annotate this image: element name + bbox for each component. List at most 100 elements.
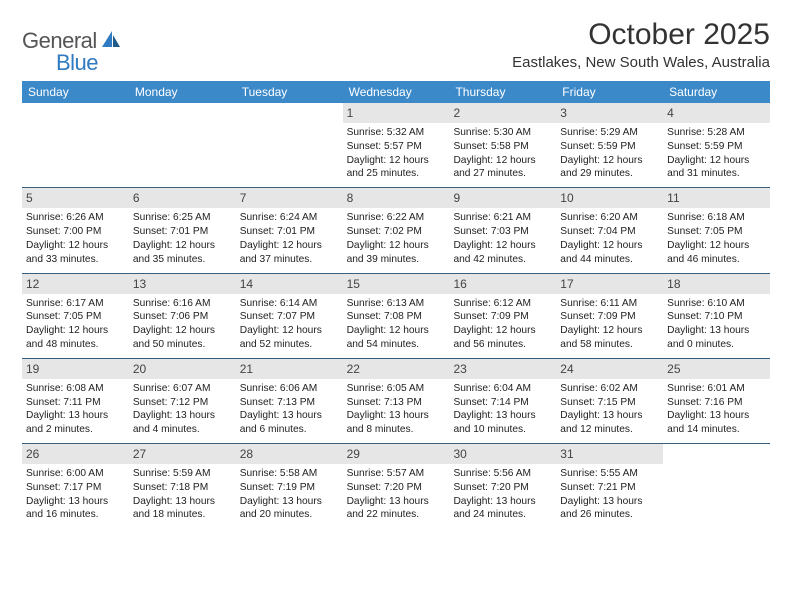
day-cell: 17 Sunrise: 6:11 AMSunset: 7:09 PMDayligh…	[556, 274, 663, 358]
day-cell: 9Sunrise: 6:21 AMSunset: 7:03 PMDaylight…	[449, 188, 556, 272]
day-number: 5	[22, 188, 129, 208]
day-info: Sunrise: 5:58 AMSunset: 7:19 PMDaylight:…	[240, 467, 339, 522]
day-cell: 6 Sunrise: 6:25 AMSunset: 7:01 PMDaylight…	[129, 188, 236, 272]
day-cell: 3 Sunrise: 5:29 AMSunset: 5:59 PMDaylight…	[556, 103, 663, 187]
brand-logo: General	[22, 18, 124, 54]
day-info: Sunrise: 6:11 AMSunset: 7:09 PMDaylight:…	[560, 297, 659, 352]
day-number: 19	[22, 359, 129, 379]
month-title: October 2025	[512, 18, 770, 52]
day-number: 16	[449, 274, 556, 294]
day-cell: 16 Sunrise: 6:12 AMSunset: 7:09 PMDayligh…	[449, 274, 556, 358]
day-cell: 14Sunrise: 6:14 AMSunset: 7:07 PMDayligh…	[236, 274, 343, 358]
day-number: 20	[129, 359, 236, 379]
day-number: 1	[343, 103, 450, 123]
day-info: Sunrise: 6:10 AMSunset: 7:10 PMDaylight:…	[667, 297, 766, 352]
day-info: Sunrise: 6:25 AMSunset: 7:01 PMDaylight:…	[133, 211, 232, 266]
day-cell: 30Sunrise: 5:56 AMSunset: 7:20 PMDayligh…	[449, 444, 556, 528]
day-info: Sunrise: 5:57 AMSunset: 7:20 PMDaylight:…	[347, 467, 446, 522]
day-info: Sunrise: 6:02 AMSunset: 7:15 PMDaylight:…	[560, 382, 659, 437]
day-cell: 26 Sunrise: 6:00 AMSunset: 7:17 PMDayligh…	[22, 444, 129, 528]
day-info: Sunrise: 6:24 AMSunset: 7:01 PMDaylight:…	[240, 211, 339, 266]
day-cell: 29 Sunrise: 5:57 AMSunset: 7:20 PMDayligh…	[343, 444, 450, 528]
day-cell: 8 Sunrise: 6:22 AMSunset: 7:02 PMDaylight…	[343, 188, 450, 272]
day-cell: 28Sunrise: 5:58 AMSunset: 7:19 PMDayligh…	[236, 444, 343, 528]
day-info: Sunrise: 6:00 AMSunset: 7:17 PMDaylight:…	[26, 467, 125, 522]
day-cell: 21Sunrise: 6:06 AMSunset: 7:13 PMDayligh…	[236, 359, 343, 443]
day-cell: 31Sunrise: 5:55 AMSunset: 7:21 PMDayligh…	[556, 444, 663, 528]
day-info: Sunrise: 6:17 AMSunset: 7:05 PMDaylight:…	[26, 297, 125, 352]
day-info: Sunrise: 5:29 AMSunset: 5:59 PMDaylight:…	[560, 126, 659, 181]
weekday-header-row: SundayMondayTuesdayWednesdayThursdayFrid…	[22, 81, 770, 103]
day-number: 17	[556, 274, 663, 294]
day-number: 6	[129, 188, 236, 208]
day-number: 11	[663, 188, 770, 208]
day-cell: 25 Sunrise: 6:01 AMSunset: 7:16 PMDayligh…	[663, 359, 770, 443]
day-number: 9	[449, 188, 556, 208]
weekday-header: Friday	[556, 81, 663, 103]
empty-cell	[129, 103, 236, 187]
week-row: 26 Sunrise: 6:00 AMSunset: 7:17 PMDayligh…	[22, 444, 770, 528]
day-number: 3	[556, 103, 663, 123]
location-text: Eastlakes, New South Wales, Australia	[512, 54, 770, 71]
day-cell: 18Sunrise: 6:10 AMSunset: 7:10 PMDayligh…	[663, 274, 770, 358]
day-number: 29	[343, 444, 450, 464]
day-cell: 12 Sunrise: 6:17 AMSunset: 7:05 PMDayligh…	[22, 274, 129, 358]
calendar-grid: SundayMondayTuesdayWednesdayThursdayFrid…	[22, 81, 770, 528]
day-cell: 7Sunrise: 6:24 AMSunset: 7:01 PMDaylight…	[236, 188, 343, 272]
day-cell: 1Sunrise: 5:32 AMSunset: 5:57 PMDaylight…	[343, 103, 450, 187]
day-cell: 2 Sunrise: 5:30 AMSunset: 5:58 PMDaylight…	[449, 103, 556, 187]
day-info: Sunrise: 6:20 AMSunset: 7:04 PMDaylight:…	[560, 211, 659, 266]
day-info: Sunrise: 5:59 AMSunset: 7:18 PMDaylight:…	[133, 467, 232, 522]
day-cell: 4 Sunrise: 5:28 AMSunset: 5:59 PMDaylight…	[663, 103, 770, 187]
day-cell: 5Sunrise: 6:26 AMSunset: 7:00 PMDaylight…	[22, 188, 129, 272]
day-cell: 20 Sunrise: 6:07 AMSunset: 7:12 PMDayligh…	[129, 359, 236, 443]
title-block: October 2025 Eastlakes, New South Wales,…	[512, 18, 770, 71]
weekday-header: Thursday	[449, 81, 556, 103]
day-number: 22	[343, 359, 450, 379]
weeks-container: 1Sunrise: 5:32 AMSunset: 5:57 PMDaylight…	[22, 103, 770, 528]
day-number: 8	[343, 188, 450, 208]
day-number: 10	[556, 188, 663, 208]
day-info: Sunrise: 5:30 AMSunset: 5:58 PMDaylight:…	[453, 126, 552, 181]
day-number: 4	[663, 103, 770, 123]
day-number: 2	[449, 103, 556, 123]
day-cell: 27 Sunrise: 5:59 AMSunset: 7:18 PMDayligh…	[129, 444, 236, 528]
week-row: 1Sunrise: 5:32 AMSunset: 5:57 PMDaylight…	[22, 103, 770, 188]
day-info: Sunrise: 6:22 AMSunset: 7:02 PMDaylight:…	[347, 211, 446, 266]
day-info: Sunrise: 6:07 AMSunset: 7:12 PMDaylight:…	[133, 382, 232, 437]
day-number: 30	[449, 444, 556, 464]
calendar-page: General October 2025 Eastlakes, New Sout…	[0, 0, 792, 538]
week-row: 5Sunrise: 6:26 AMSunset: 7:00 PMDaylight…	[22, 188, 770, 273]
day-info: Sunrise: 6:16 AMSunset: 7:06 PMDaylight:…	[133, 297, 232, 352]
day-cell: 22 Sunrise: 6:05 AMSunset: 7:13 PMDayligh…	[343, 359, 450, 443]
day-number: 25	[663, 359, 770, 379]
day-number: 21	[236, 359, 343, 379]
day-number: 26	[22, 444, 129, 464]
weekday-header: Wednesday	[343, 81, 450, 103]
week-row: 12 Sunrise: 6:17 AMSunset: 7:05 PMDayligh…	[22, 274, 770, 359]
day-number: 27	[129, 444, 236, 464]
header: General October 2025 Eastlakes, New Sout…	[22, 18, 770, 71]
day-number: 13	[129, 274, 236, 294]
day-info: Sunrise: 6:18 AMSunset: 7:05 PMDaylight:…	[667, 211, 766, 266]
day-cell: 24 Sunrise: 6:02 AMSunset: 7:15 PMDayligh…	[556, 359, 663, 443]
day-cell: 11 Sunrise: 6:18 AMSunset: 7:05 PMDayligh…	[663, 188, 770, 272]
day-cell: 19 Sunrise: 6:08 AMSunset: 7:11 PMDayligh…	[22, 359, 129, 443]
week-row: 19 Sunrise: 6:08 AMSunset: 7:11 PMDayligh…	[22, 359, 770, 444]
brand-sail-icon	[100, 29, 122, 54]
day-info: Sunrise: 5:28 AMSunset: 5:59 PMDaylight:…	[667, 126, 766, 181]
weekday-header: Tuesday	[236, 81, 343, 103]
day-info: Sunrise: 6:05 AMSunset: 7:13 PMDaylight:…	[347, 382, 446, 437]
day-info: Sunrise: 6:12 AMSunset: 7:09 PMDaylight:…	[453, 297, 552, 352]
day-number: 12	[22, 274, 129, 294]
day-cell: 23Sunrise: 6:04 AMSunset: 7:14 PMDayligh…	[449, 359, 556, 443]
brand-name-b-wrap: Blue	[22, 50, 98, 76]
day-info: Sunrise: 6:01 AMSunset: 7:16 PMDaylight:…	[667, 382, 766, 437]
weekday-header: Saturday	[663, 81, 770, 103]
empty-cell	[22, 103, 129, 187]
day-number: 24	[556, 359, 663, 379]
day-info: Sunrise: 6:08 AMSunset: 7:11 PMDaylight:…	[26, 382, 125, 437]
day-info: Sunrise: 6:14 AMSunset: 7:07 PMDaylight:…	[240, 297, 339, 352]
day-number: 31	[556, 444, 663, 464]
day-number: 15	[343, 274, 450, 294]
